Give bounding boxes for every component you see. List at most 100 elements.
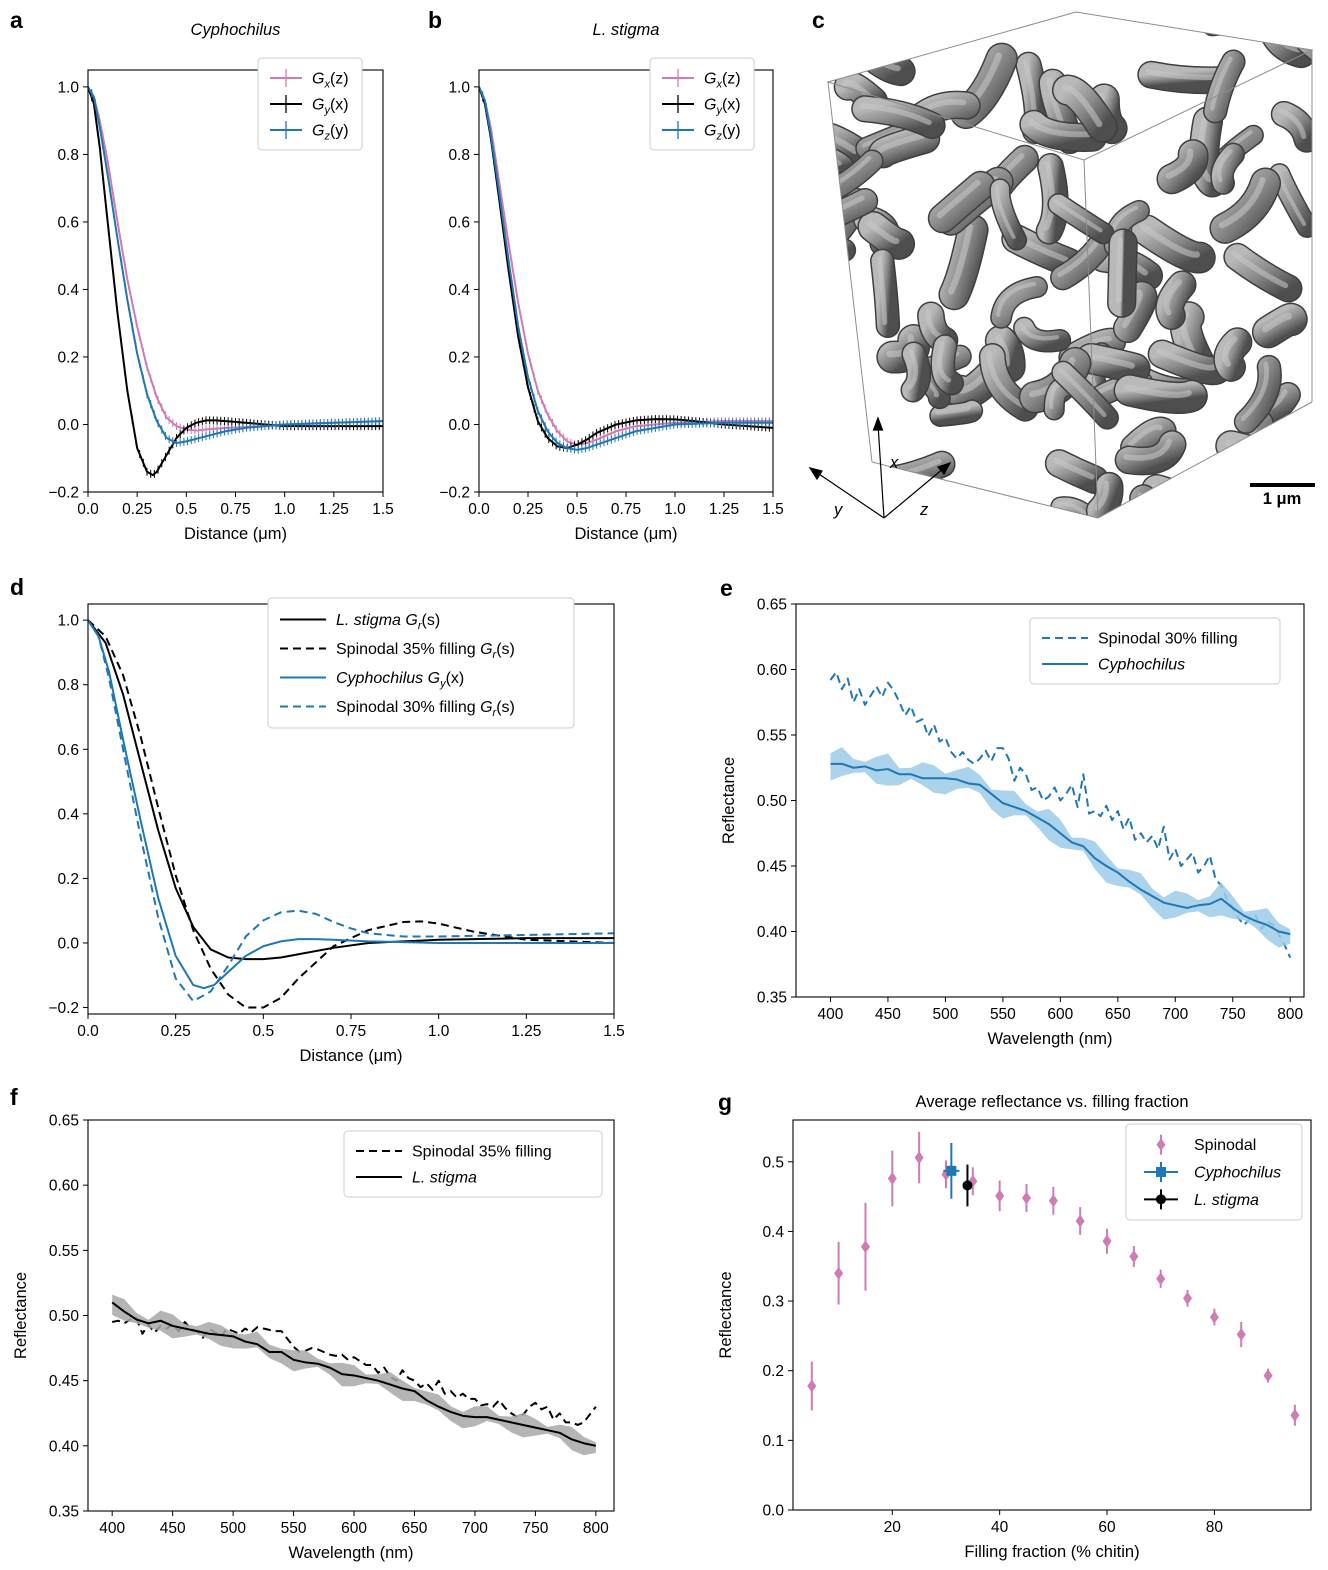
- y-axis-label: Reflectance: [12, 1272, 30, 1359]
- tube: [828, 372, 851, 432]
- x-tick-label: 550: [990, 1006, 1016, 1023]
- data-point: [860, 1240, 870, 1254]
- tube-highlight: [936, 179, 981, 219]
- panel-letter-b: b: [428, 7, 442, 33]
- y-tick-label: 0.8: [57, 677, 79, 694]
- y-tick-label: −0.2: [439, 485, 470, 502]
- legend-label: Spinodal 35% filling Gr(s): [336, 641, 515, 661]
- y-tick-label: 0.40: [757, 924, 788, 941]
- axis-label-z: z: [919, 501, 929, 519]
- x-tick-label: 0.5: [253, 1023, 275, 1040]
- tube: [1203, 14, 1256, 35]
- tube: [930, 400, 982, 426]
- data-point: [995, 1189, 1005, 1203]
- x-tick-label: 1.25: [709, 501, 739, 518]
- x-tick-label: 0.0: [468, 501, 490, 518]
- data-point: [1022, 1191, 1032, 1205]
- x-tick-label: 40: [991, 1519, 1009, 1536]
- legend: Gx(z) Gy(x) Gz(y): [649, 57, 755, 151]
- y-tick-label: −0.2: [48, 485, 79, 502]
- tube-highlight: [1123, 438, 1172, 461]
- data-point: [1183, 1291, 1193, 1305]
- x-tick-label: 500: [932, 1006, 958, 1023]
- series-line-0: [829, 671, 1292, 959]
- legend-label: L. stigma Gr(s): [336, 612, 440, 632]
- tube-highlight: [1127, 424, 1163, 448]
- tube-highlight: [1163, 278, 1183, 316]
- series-line-2: [479, 86, 773, 451]
- legend-label: Spinodal 30% filling Gr(s): [336, 699, 515, 719]
- tube-highlight: [995, 183, 1016, 240]
- legend-box: [267, 597, 575, 729]
- chart-d: 0.0 0.25 0.5 0.75 1.0 1.25 1.5 −0.2 0.0 0.2 0.4 0.6…: [48, 597, 625, 1065]
- data-point: [914, 1151, 924, 1165]
- x-tick-label: 0.5: [176, 501, 198, 518]
- panel-letter-g: g: [718, 1089, 732, 1115]
- legend-box: [343, 1130, 603, 1198]
- x-tick-label: 750: [522, 1520, 548, 1537]
- legend-label: L. stigma: [1194, 1192, 1259, 1209]
- plot-area: [479, 82, 773, 454]
- series-line-2: [88, 619, 614, 990]
- data-point: [1209, 1310, 1219, 1324]
- tube-highlight: [1165, 148, 1194, 179]
- tube-highlight: [994, 334, 1010, 368]
- y-tick-label: 0.55: [49, 1243, 79, 1260]
- series-line-3: [88, 619, 614, 1003]
- tube-shadow: [1140, 473, 1232, 516]
- tube-highlight: [828, 151, 842, 166]
- tube-highlight: [867, 220, 900, 245]
- plot-area: [807, 1131, 1300, 1426]
- legend-label: Gz(y): [312, 123, 349, 143]
- panel-letter-d: d: [10, 574, 24, 600]
- tube-shadow: [1108, 484, 1158, 518]
- tube-highlight: [1055, 501, 1099, 518]
- tube-highlight: [948, 223, 974, 295]
- tube: [869, 124, 939, 167]
- tube-highlight: [1240, 361, 1269, 422]
- y-tick-label: 0.40: [49, 1438, 80, 1455]
- tube-highlight: [907, 348, 919, 390]
- tube-highlight: [1222, 336, 1238, 367]
- tube-highlight: [996, 281, 1037, 317]
- tube-highlight: [1216, 149, 1233, 183]
- tube-shadow: [1201, 13, 1258, 37]
- tube-shadow: [1215, 430, 1305, 479]
- tube-highlight: [1207, 18, 1246, 25]
- legend-box: [257, 57, 363, 151]
- y-tick-label: 0.8: [448, 147, 470, 164]
- tube-highlight: [1231, 251, 1289, 289]
- series-line-0: [479, 86, 773, 446]
- y-tick-label: 0.45: [757, 859, 787, 876]
- y-tick-label: 0.8: [57, 147, 79, 164]
- data-point: [1048, 1194, 1058, 1208]
- y-tick-label: 0.0: [57, 935, 79, 952]
- tube-highlight: [828, 316, 837, 380]
- tube-highlight: [846, 14, 878, 42]
- tube-highlight: [876, 255, 888, 326]
- x-tick-label: 700: [1162, 1006, 1188, 1023]
- x-tick-label: 700: [462, 1520, 488, 1537]
- legend-box: [1125, 1123, 1303, 1221]
- tube-shadow: [828, 371, 853, 433]
- tube-highlight: [1084, 352, 1136, 369]
- chart-f: 400 450 500 550 600 650 700 750 800 0.35 0.40 0.45 0…: [12, 1113, 615, 1562]
- tube-highlight: [1209, 56, 1233, 111]
- legend-label: Gz(y): [704, 123, 741, 143]
- plot-area: [88, 82, 383, 478]
- x-tick-label: 800: [1277, 1006, 1303, 1023]
- legend-marker: [1156, 1194, 1166, 1205]
- data-point: [946, 1165, 957, 1176]
- chart-g: Average reflectance vs. filling fraction…: [717, 1093, 1312, 1561]
- y-tick-label: 0.2: [57, 349, 79, 366]
- tube-highlight: [1057, 239, 1100, 278]
- axis-label-y: y: [833, 501, 844, 519]
- y-tick-label: 1.0: [57, 613, 79, 630]
- x-tick-label: 0.75: [220, 501, 250, 518]
- panel-letter-a: a: [10, 7, 23, 33]
- x-tick-label: 400: [99, 1520, 125, 1537]
- x-tick-label: 600: [341, 1520, 367, 1537]
- y-tick-label: 0.65: [757, 597, 787, 614]
- tube: [1239, 415, 1312, 455]
- data-point: [1129, 1250, 1139, 1263]
